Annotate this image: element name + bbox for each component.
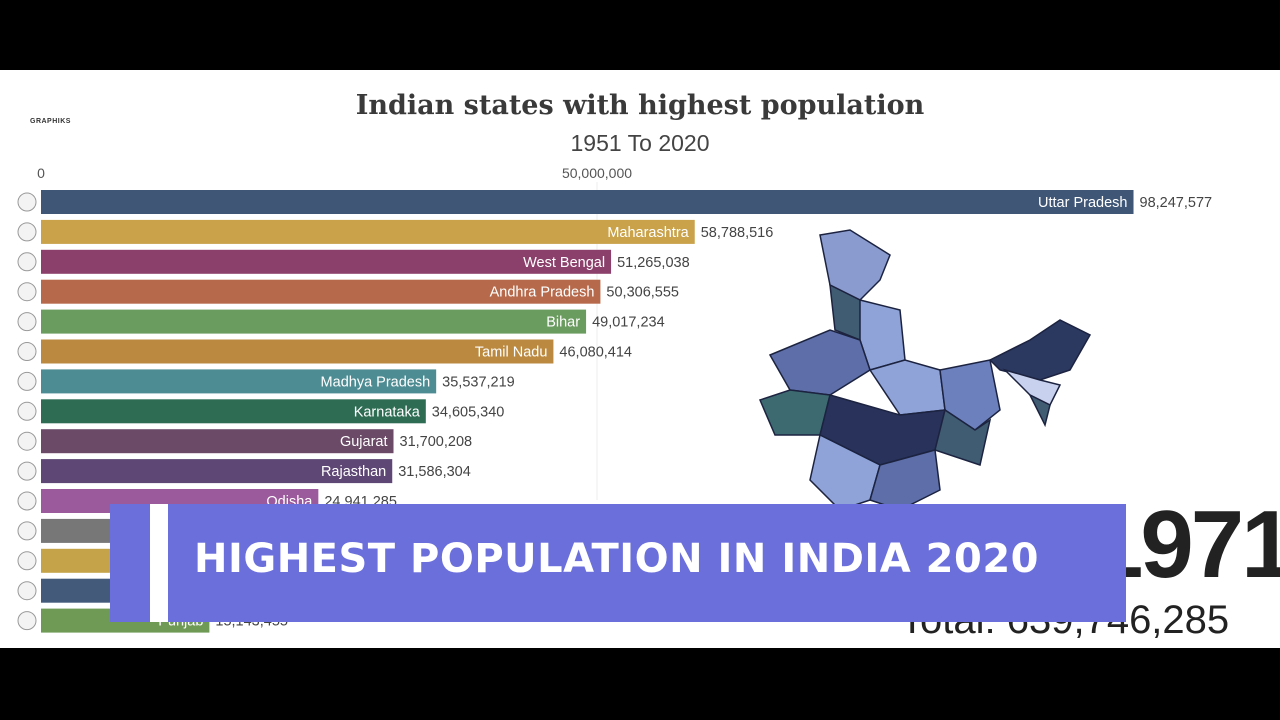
map-region (869, 449, 941, 511)
bar (41, 339, 554, 364)
bar (41, 309, 587, 334)
state-emblem-icon (17, 431, 37, 451)
chart-title: Indian states with highest population (355, 90, 925, 121)
state-emblem-icon (17, 222, 37, 242)
bar-value-label: 31,700,208 (400, 434, 473, 450)
state-emblem-icon (17, 252, 37, 272)
banner-stripe (150, 504, 168, 622)
title-banner: HIGHEST POPULATION IN INDIA 2020 (110, 504, 1126, 622)
bar-value-label: 46,080,414 (559, 345, 632, 361)
bar (41, 429, 394, 454)
state-emblem-icon (17, 521, 37, 541)
state-emblem-icon (17, 312, 37, 332)
bar (41, 369, 437, 394)
x-tick-label: 50,000,000 (562, 165, 632, 181)
video-frame: GRAPHIKS Indian states with highest popu… (0, 70, 1280, 648)
map-region (1002, 368, 1062, 407)
state-emblem-icon (17, 401, 37, 421)
banner-text: HIGHEST POPULATION IN INDIA 2020 (194, 536, 1039, 582)
bar-value-label: 35,537,219 (442, 374, 515, 390)
channel-logo: GRAPHIKS (30, 118, 71, 125)
bar-value-label: 34,605,340 (432, 404, 505, 420)
bar-category-label: Tamil Nadu (475, 345, 548, 361)
state-emblem-icon (17, 282, 37, 302)
bar-category-label: West Bengal (523, 255, 605, 271)
map-region (939, 359, 1001, 431)
bar (41, 459, 393, 484)
map-region (768, 329, 871, 396)
bar-category-label: Maharashtra (607, 225, 689, 241)
state-emblem-icon (17, 581, 37, 601)
state-emblem-icon (17, 491, 37, 511)
map-region (758, 389, 831, 436)
x-tick-label: 0 (37, 165, 45, 181)
bar-category-label: Gujarat (340, 434, 388, 450)
state-emblem-icon (17, 551, 37, 571)
state-emblem-icon (17, 461, 37, 481)
bar (41, 279, 601, 304)
bar (41, 219, 695, 244)
state-emblem-icon (17, 342, 37, 361)
state-emblem-icon (17, 371, 37, 391)
bar-value-label: 49,017,234 (592, 315, 665, 331)
chart-subtitle: 1951 To 2020 (570, 130, 710, 156)
india-map (758, 229, 1092, 511)
bar-value-label: 51,265,038 (617, 255, 690, 271)
bar-category-label: Andhra Pradesh (490, 285, 595, 301)
bar-category-label: Uttar Pradesh (1038, 195, 1127, 211)
bar-value-label: 31,586,304 (398, 464, 471, 480)
bar-category-label: Rajasthan (321, 464, 386, 480)
bar-category-label: Madhya Pradesh (321, 374, 431, 390)
state-emblem-icon (17, 192, 37, 212)
bar-value-label: 98,247,577 (1140, 195, 1213, 211)
bar-category-label: Karnataka (354, 404, 421, 420)
map-region (934, 408, 992, 466)
bar-value-label: 50,306,555 (606, 285, 679, 301)
bar (41, 249, 612, 274)
bar-value-label: 58,788,516 (701, 225, 774, 241)
state-emblem-icon (17, 611, 37, 631)
map-region (1028, 393, 1051, 428)
bar (41, 190, 1134, 214)
map-region (868, 359, 946, 416)
bar (41, 399, 426, 424)
bar-category-label: Bihar (546, 315, 580, 331)
